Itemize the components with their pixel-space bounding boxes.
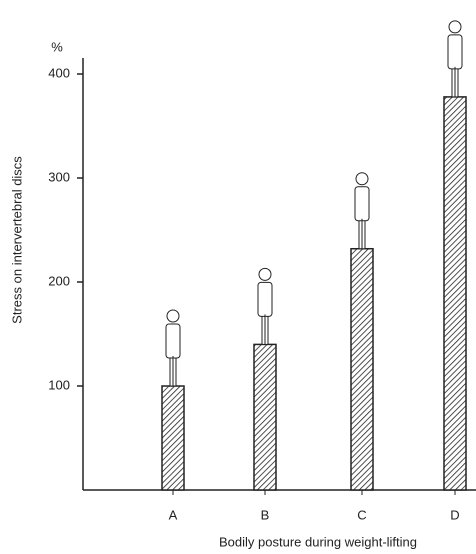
x-tick-label: C xyxy=(357,507,366,522)
x-axis-title: Bodily posture during weight-lifting xyxy=(219,534,417,549)
figure xyxy=(166,310,180,386)
x-tick-label: A xyxy=(169,507,178,522)
bar xyxy=(254,344,276,490)
figure-part xyxy=(166,324,180,358)
figure-part xyxy=(355,187,369,221)
chart: % Stress on intervertebral discs Bodily … xyxy=(0,0,476,554)
figure xyxy=(448,21,462,97)
y-axis-title: Stress on intervertebral discs xyxy=(9,156,24,324)
page: % Stress on intervertebral discs Bodily … xyxy=(0,0,476,554)
figure-part xyxy=(258,282,272,316)
figure-part xyxy=(448,35,462,69)
figure-part xyxy=(167,310,179,322)
figure-part xyxy=(259,268,271,280)
x-tick-label: B xyxy=(261,507,270,522)
y-tick-label: 400 xyxy=(48,65,70,80)
figure xyxy=(355,173,369,249)
y-tick-label: 200 xyxy=(48,273,70,288)
x-tick-label: D xyxy=(450,507,459,522)
bar xyxy=(444,97,466,490)
figure-part xyxy=(356,173,368,185)
y-tick-label: 100 xyxy=(48,377,70,392)
bar xyxy=(351,249,373,490)
y-unit: % xyxy=(51,39,63,54)
figure xyxy=(258,268,272,344)
y-tick-label: 300 xyxy=(48,169,70,184)
bar xyxy=(162,386,184,490)
figure-part xyxy=(449,21,461,33)
